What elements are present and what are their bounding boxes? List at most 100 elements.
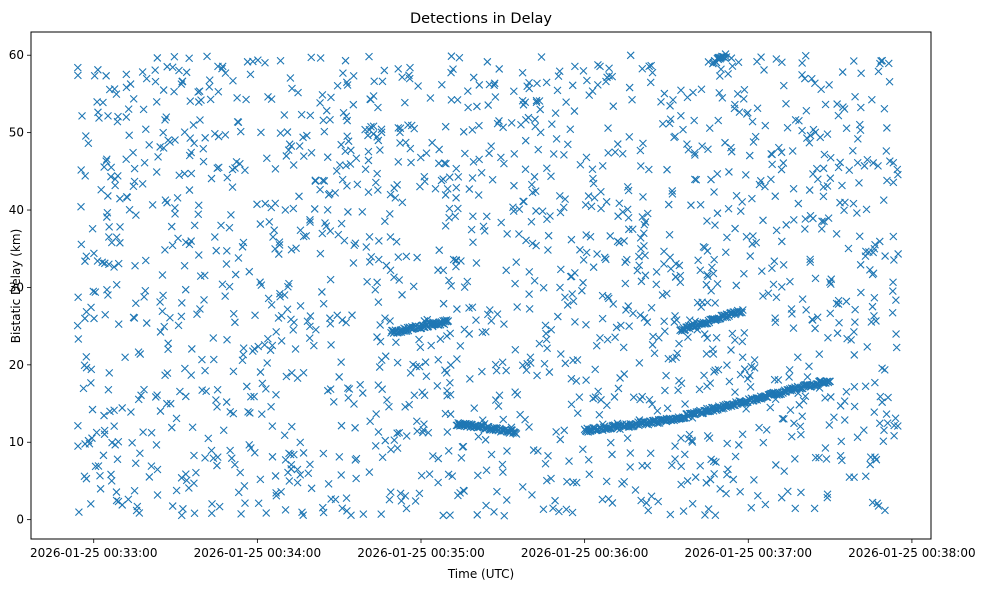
data-point	[525, 267, 534, 276]
data-point	[316, 98, 324, 107]
data-point	[641, 271, 650, 280]
data-point	[318, 91, 327, 99]
data-point	[677, 462, 686, 471]
data-point	[801, 51, 810, 60]
data-point	[777, 493, 786, 502]
data-point	[95, 114, 103, 122]
data-point	[385, 495, 394, 504]
data-point	[310, 205, 319, 213]
data-point	[178, 77, 187, 86]
data-point	[277, 337, 286, 345]
data-point	[126, 80, 135, 88]
data-point	[889, 232, 898, 241]
data-point	[615, 238, 624, 247]
data-point	[264, 294, 273, 303]
data-point	[759, 292, 767, 300]
data-point	[629, 309, 637, 318]
data-point	[239, 238, 248, 247]
data-point	[874, 502, 883, 510]
data-point	[482, 466, 491, 475]
data-point	[703, 270, 712, 279]
data-point	[666, 253, 674, 262]
data-point	[803, 373, 812, 381]
data-point	[460, 283, 469, 292]
data-point	[112, 496, 121, 505]
data-point	[748, 194, 756, 203]
data-point	[683, 93, 692, 102]
data-point	[335, 452, 344, 461]
data-point	[222, 260, 231, 268]
data-point	[644, 165, 653, 174]
data-point	[385, 209, 394, 218]
data-point	[798, 295, 807, 303]
data-point	[893, 170, 902, 179]
data-point	[225, 282, 234, 291]
data-point	[153, 491, 162, 499]
data-point	[218, 64, 226, 73]
data-point	[647, 61, 656, 70]
data-point	[542, 78, 551, 87]
data-point	[246, 70, 255, 79]
data-point	[700, 371, 708, 380]
data-point	[668, 189, 677, 198]
data-point	[441, 191, 450, 199]
data-point	[598, 291, 607, 300]
x-axis-ticks: 2026-01-25 00:33:00 2026-01-25 00:34:00 20…	[30, 539, 976, 560]
data-point	[221, 131, 230, 139]
data-point	[824, 333, 832, 342]
data-point	[366, 417, 375, 426]
data-point	[337, 219, 346, 228]
data-point	[306, 215, 314, 224]
data-point	[250, 344, 259, 353]
data-point	[602, 477, 611, 486]
data-point	[459, 442, 468, 451]
data-point	[496, 153, 505, 162]
x-tick-label: 2026-01-25 00:37:00	[685, 546, 812, 560]
data-point	[738, 353, 747, 362]
data-point	[81, 171, 90, 180]
data-point	[487, 142, 496, 151]
data-point	[263, 334, 272, 343]
data-point	[452, 164, 461, 173]
data-point	[221, 292, 230, 300]
data-point	[378, 453, 387, 462]
data-point	[221, 69, 230, 77]
data-point	[342, 78, 351, 87]
data-point	[837, 456, 846, 465]
data-point	[710, 470, 719, 478]
data-point	[731, 336, 739, 345]
data-point	[291, 345, 300, 353]
data-point	[660, 327, 669, 336]
data-point	[299, 368, 308, 377]
data-point	[378, 77, 387, 86]
data-point	[343, 132, 352, 141]
data-point	[875, 237, 884, 246]
data-point	[857, 69, 866, 78]
data-point	[293, 465, 302, 474]
data-point	[202, 387, 211, 396]
data-point	[190, 479, 198, 488]
data-point	[118, 404, 127, 412]
data-point	[156, 407, 165, 415]
data-point	[114, 437, 123, 446]
data-point	[521, 136, 530, 145]
data-point	[105, 223, 114, 231]
data-point	[374, 255, 383, 264]
data-point	[584, 192, 593, 200]
data-point	[789, 324, 798, 332]
data-point	[615, 199, 624, 208]
data-point	[639, 229, 648, 238]
data-point	[415, 335, 423, 344]
data-point	[867, 318, 876, 326]
y-tick-label: 30	[9, 280, 24, 294]
data-point	[147, 428, 156, 437]
data-point	[296, 470, 305, 479]
data-point	[293, 478, 302, 487]
data-point	[798, 126, 806, 135]
data-point	[110, 85, 119, 93]
data-point	[536, 128, 545, 137]
data-point	[569, 297, 578, 306]
data-point	[798, 412, 807, 421]
data-point	[856, 103, 865, 112]
data-point	[268, 341, 277, 350]
